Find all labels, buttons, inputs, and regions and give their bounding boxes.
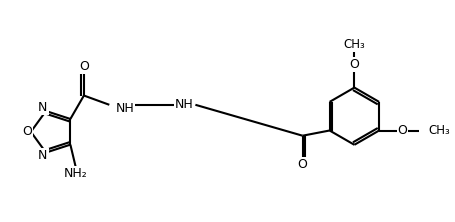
Text: O: O — [397, 124, 407, 137]
Text: O: O — [297, 159, 307, 171]
Text: CH₃: CH₃ — [427, 124, 449, 137]
Text: N: N — [38, 149, 47, 162]
Text: O: O — [79, 60, 89, 73]
Text: O: O — [349, 58, 359, 71]
Text: NH: NH — [174, 98, 193, 111]
Text: NH₂: NH₂ — [64, 167, 87, 180]
Text: NH: NH — [115, 103, 134, 115]
Text: N: N — [38, 101, 47, 114]
Text: O: O — [22, 125, 32, 138]
Text: CH₃: CH₃ — [343, 38, 364, 51]
